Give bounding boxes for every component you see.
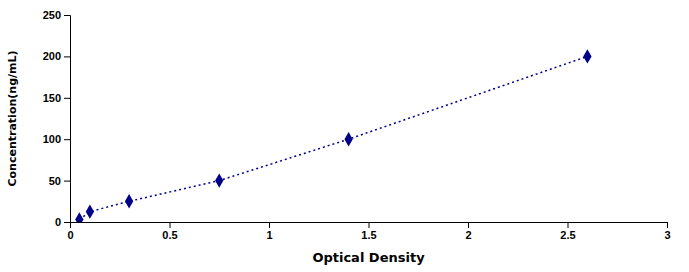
- tick-mark: [667, 222, 668, 228]
- tick-label: 150: [43, 92, 61, 104]
- tick: 0: [55, 216, 70, 228]
- tick-mark: [64, 56, 70, 57]
- tick-mark: [170, 222, 171, 228]
- tick-mark: [64, 222, 70, 223]
- tick-label: 250: [43, 9, 61, 21]
- data-line: [79, 56, 587, 219]
- tick-mark: [64, 15, 70, 16]
- tick-mark: [568, 222, 569, 228]
- tick: 1: [266, 222, 272, 241]
- tick-label: 2.5: [560, 229, 575, 241]
- tick-mark: [369, 222, 370, 228]
- plot: 0 0.5 1 1.5 2 2.5 3 0 50 100 150 200 250: [43, 9, 671, 241]
- x-axis: 0 0.5 1 1.5 2 2.5 3: [67, 222, 670, 241]
- tick-label: 2: [465, 229, 471, 241]
- y-axis: 0 50 100 150 200 250: [43, 9, 71, 228]
- tick: 250: [43, 9, 70, 21]
- data-point: [215, 173, 223, 187]
- tick-label: 0: [55, 216, 61, 228]
- tick-mark: [64, 181, 70, 182]
- data-point: [344, 132, 352, 146]
- tick-mark: [64, 139, 70, 140]
- data-point: [125, 194, 133, 208]
- tick: 200: [43, 50, 70, 62]
- y-axis-title: Concentration(ng/mL): [6, 50, 19, 186]
- tick: 2: [465, 222, 471, 241]
- tick: 150: [43, 92, 70, 104]
- tick-label: 1: [266, 229, 272, 241]
- data-point: [86, 204, 94, 218]
- tick-label: 200: [43, 50, 61, 62]
- tick-label: 0: [67, 229, 73, 241]
- tick-mark: [64, 98, 70, 99]
- tick-label: 3: [664, 229, 670, 241]
- axis-line: [64, 16, 71, 223]
- tick: 0.5: [162, 222, 177, 241]
- tick: 3: [664, 222, 670, 241]
- tick: 50: [49, 175, 70, 187]
- chart: 0 0.5 1 1.5 2 2.5 3 0 50 100 150 200 250 Optical Dens…: [0, 0, 689, 272]
- tick: 1.5: [361, 222, 376, 241]
- tick-label: 50: [49, 175, 61, 187]
- x-axis-title: Optical Density: [312, 250, 425, 265]
- tick: 0: [67, 222, 73, 241]
- marks: [75, 49, 591, 222]
- tick-label: 1.5: [361, 229, 376, 241]
- data-point: [75, 212, 83, 222]
- tick: 2.5: [560, 222, 575, 241]
- data-point: [583, 49, 591, 63]
- tick-mark: [269, 222, 270, 228]
- tick-label: 100: [43, 133, 61, 145]
- tick: 100: [43, 133, 70, 145]
- tick-mark: [468, 222, 469, 228]
- tick-label: 0.5: [162, 229, 177, 241]
- axis-line: [71, 223, 668, 229]
